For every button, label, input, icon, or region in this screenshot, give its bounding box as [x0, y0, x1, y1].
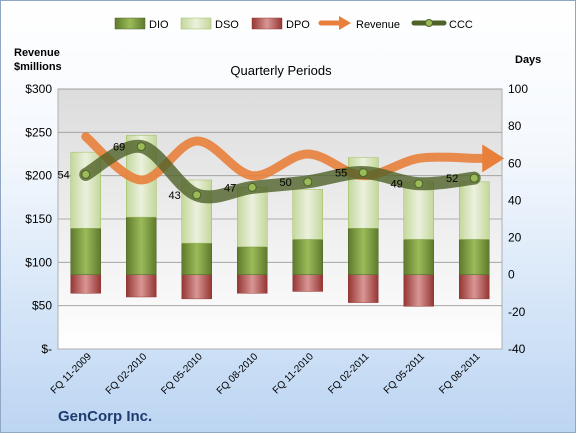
- dpo-bar: [348, 274, 379, 303]
- left-tick-label: $-: [41, 342, 52, 356]
- ccc-data-label: 54: [58, 169, 70, 181]
- ccc-point: [192, 190, 202, 200]
- left-tick-label: $50: [32, 299, 52, 313]
- left-axis-title-line1: Revenue: [14, 47, 60, 59]
- x-axis-ticks: FQ 11-2009 FQ 02-2010 FQ 05-2010 FQ 08-2010…: [49, 351, 483, 397]
- right-tick-label: 80: [508, 119, 522, 133]
- chart-title: Quarterly Periods: [230, 63, 332, 78]
- legend-label-dpo: DPO: [286, 19, 310, 31]
- dio-bar: [181, 242, 212, 275]
- right-axis-title: Days: [515, 54, 541, 66]
- right-tick-label: 40: [508, 193, 522, 207]
- ccc-data-label: 49: [391, 179, 403, 191]
- dpo-bar: [403, 274, 434, 307]
- left-tick-label: $150: [25, 212, 52, 226]
- revenue-arrow-head: [482, 144, 505, 173]
- x-tick-label: FQ 11-2009: [49, 351, 94, 396]
- legend: DIO DSO DPO Revenue CCC: [114, 16, 473, 31]
- ccc-point: [358, 168, 368, 178]
- ccc-line: 54 69 43 47 50 55 49 52: [58, 139, 481, 204]
- legend-item-revenue: Revenue: [318, 16, 400, 31]
- dpo-bar: [237, 274, 268, 294]
- ccc-data-label: 52: [446, 173, 458, 185]
- ccc-data-label: 69: [113, 142, 125, 154]
- left-tick-label: $200: [25, 169, 52, 183]
- ccc-data-label: 43: [169, 190, 181, 202]
- legend-item-dso: DSO: [180, 17, 239, 31]
- left-tick-label: $100: [25, 255, 52, 269]
- dso-bar: [403, 181, 434, 240]
- revenue-line: [81, 132, 505, 185]
- dpo-bar: [126, 274, 157, 298]
- dio-bar: [459, 239, 490, 275]
- ccc-point: [414, 179, 424, 189]
- dio-bar: [292, 239, 323, 275]
- legend-label-revenue: Revenue: [356, 19, 400, 31]
- dio-bar: [70, 228, 101, 275]
- legend-item-ccc: CCC: [411, 19, 473, 31]
- left-tick-label: $250: [25, 125, 52, 139]
- dso-bar: [292, 189, 323, 240]
- ccc-point: [247, 182, 257, 192]
- dso-bar: [237, 187, 268, 248]
- ccc-data-label: 50: [280, 177, 292, 189]
- legend-label-dio: DIO: [149, 19, 169, 31]
- right-tick-label: 60: [508, 156, 522, 170]
- legend-item-dio: DIO: [114, 17, 169, 31]
- dpo-bar: [292, 274, 323, 292]
- dpo-bar: [181, 274, 212, 300]
- legend-item-dpo: DPO: [251, 17, 310, 31]
- right-tick-label: 20: [508, 231, 522, 245]
- dio-bar: [348, 228, 379, 275]
- left-axis-ticks: $- $50 $100 $150 $200 $250 $300: [25, 82, 52, 356]
- ccc-point: [81, 169, 91, 179]
- revenue-series-line: [81, 132, 491, 185]
- right-tick-label: -20: [508, 305, 526, 319]
- dpo-bar: [459, 274, 490, 300]
- right-axis-ticks: -40 -20 0 20 40 60 80 100: [508, 82, 528, 356]
- right-tick-label: 0: [508, 268, 515, 282]
- ccc-point: [303, 177, 313, 187]
- left-axis-title-line2: $millions: [14, 61, 62, 73]
- dio-bar: [403, 239, 434, 275]
- x-tick-label: FQ 11-2010: [271, 351, 316, 396]
- right-tick-label: -40: [508, 342, 526, 356]
- x-tick-label: FQ 08-2011: [437, 351, 482, 396]
- dio-bar: [126, 216, 157, 275]
- legend-label-dso: DSO: [215, 19, 239, 31]
- dio-bar: [237, 246, 268, 275]
- x-tick-label: FQ 08-2010: [215, 351, 261, 397]
- x-tick-label: FQ 05-2010: [159, 351, 205, 397]
- right-tick-label: 100: [508, 82, 528, 96]
- x-tick-label: FQ 05-2011: [382, 351, 427, 396]
- ccc-data-label: 47: [224, 182, 236, 194]
- ccc-point: [469, 173, 479, 183]
- dpo-bar: [70, 274, 101, 294]
- left-tick-label: $300: [25, 82, 52, 96]
- company-name: GenCorp Inc.: [58, 408, 152, 425]
- dso-bar: [459, 181, 490, 240]
- x-tick-label: FQ 02-2011: [326, 351, 371, 396]
- x-tick-label: FQ 02-2010: [104, 351, 150, 397]
- legend-label-ccc: CCC: [449, 19, 473, 31]
- ccc-point: [136, 142, 146, 152]
- ccc-data-label: 55: [335, 168, 347, 180]
